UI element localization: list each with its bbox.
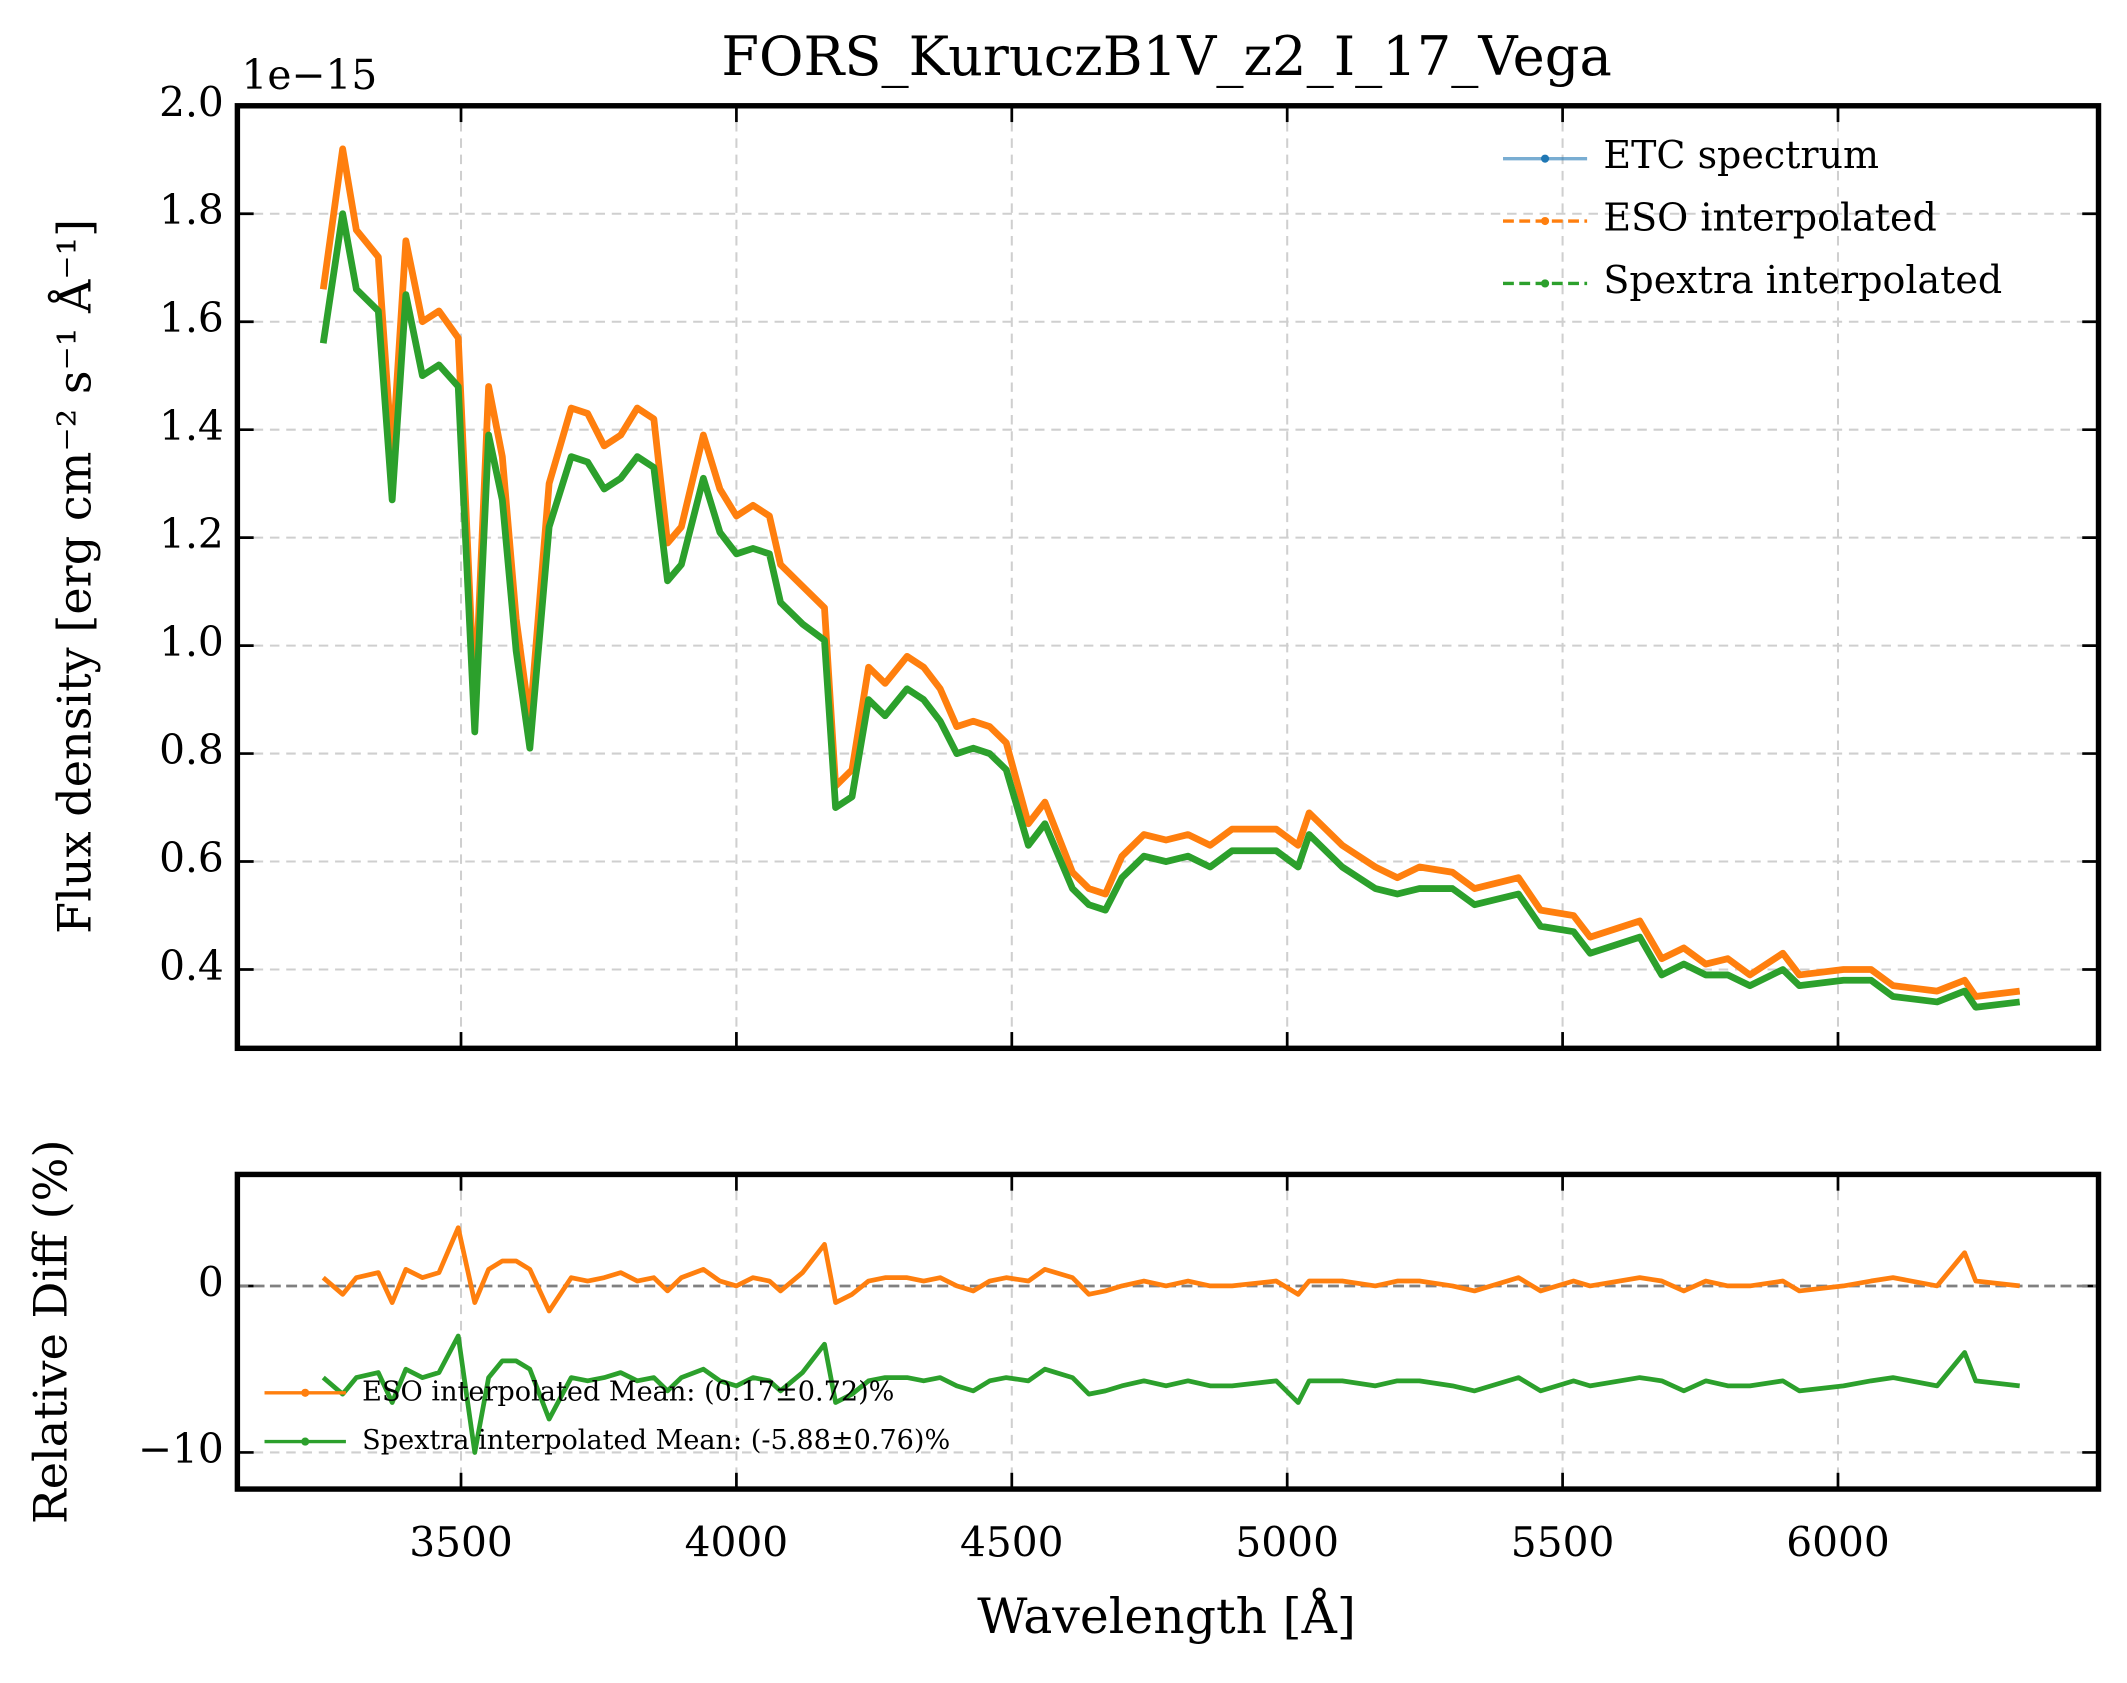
legend-marker bbox=[1540, 279, 1550, 288]
x-tick-label: 5000 bbox=[1235, 1519, 1339, 1567]
y-tick-label: 1.6 bbox=[159, 294, 224, 342]
x-tick-label: 5500 bbox=[1511, 1519, 1615, 1567]
legend-label: Spextra interpolated Mean: (-5.88±0.76)% bbox=[362, 1425, 950, 1456]
x-tick-label: 6000 bbox=[1786, 1519, 1890, 1567]
y-tick-label: 0.4 bbox=[159, 942, 224, 990]
y-tick-label: 1.2 bbox=[159, 510, 224, 558]
data-line bbox=[319, 210, 2021, 1011]
plot-frame bbox=[234, 1171, 2102, 1492]
y-axis-label: Relative Diff (%) bbox=[23, 1140, 77, 1524]
y-tick-label: 1.0 bbox=[159, 618, 224, 666]
y-tick-label: 1.8 bbox=[159, 186, 224, 234]
data-line bbox=[321, 1225, 2020, 1314]
x-tick-label: 3500 bbox=[409, 1519, 513, 1567]
x-axis-label: Wavelength [Å] bbox=[977, 1588, 1356, 1645]
legend-marker bbox=[1540, 216, 1550, 226]
legend-marker bbox=[1540, 154, 1550, 163]
x-tick-label: 4000 bbox=[685, 1519, 789, 1567]
data-line bbox=[321, 1333, 2020, 1455]
legend-marker bbox=[301, 1388, 310, 1397]
chart-title: FORS_KuruczB1V_z2_I_17_Vega bbox=[721, 25, 1611, 88]
y-tick-label: 2.0 bbox=[159, 78, 224, 126]
y-tick-label: −10 bbox=[138, 1425, 224, 1473]
legend-label: ESO interpolated Mean: (0.17±0.72)% bbox=[362, 1376, 894, 1407]
y-axis-label: Flux density [erg cm⁻² s⁻¹ Å⁻¹] bbox=[47, 219, 102, 934]
y-tick-label: 0.8 bbox=[159, 726, 224, 774]
legend-label: Spextra interpolated bbox=[1603, 258, 2002, 302]
legend-label: ESO interpolated bbox=[1603, 196, 1936, 240]
y-tick-label: 1.4 bbox=[159, 402, 224, 450]
x-tick-label: 4500 bbox=[960, 1519, 1064, 1567]
legend-label: ETC spectrum bbox=[1603, 133, 1879, 177]
y-tick-label: 0 bbox=[198, 1258, 224, 1306]
plot-frame bbox=[234, 103, 2102, 1052]
y-tick-label: 0.6 bbox=[159, 834, 224, 882]
legend-marker bbox=[301, 1437, 310, 1446]
offset-text: 1e−15 bbox=[241, 51, 377, 99]
